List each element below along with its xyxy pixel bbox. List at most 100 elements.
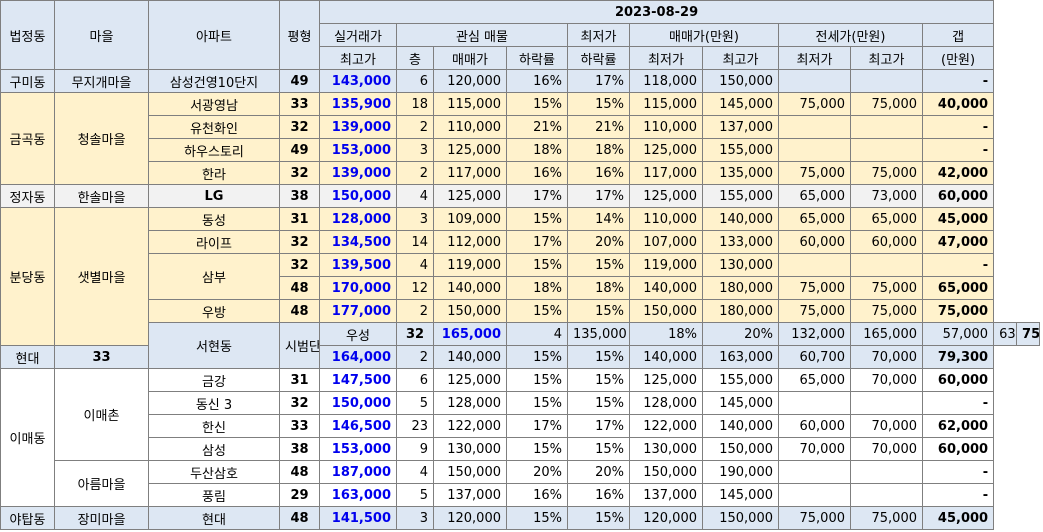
- header-sale-price: 매매가: [433, 46, 507, 70]
- cell-apt: 라이프: [148, 230, 280, 254]
- cell-pyeong: 49: [279, 69, 320, 93]
- cell-trade-high: 128,000: [319, 207, 397, 231]
- cell-sale-low: 125,000: [629, 184, 703, 208]
- cell-gap: -: [921, 138, 995, 162]
- cell-jeonse-high: [850, 69, 923, 93]
- cell-trade-high: 187,000: [319, 460, 397, 484]
- cell-drop-rate: 17%: [506, 230, 568, 254]
- cell-gap: 45,000: [921, 207, 995, 231]
- cell-pyeong: 33: [279, 414, 320, 438]
- header-jeonse-group: 전세가(만원): [778, 23, 923, 47]
- table-row: 한신 33 146,500 23 122,000 17% 17% 122,000 140,000…: [0, 414, 1040, 438]
- cell-trade-high: 143,000: [319, 69, 397, 93]
- cell-jeonse-high: [850, 483, 923, 507]
- cell-jeonse-high: 70,000: [850, 437, 923, 461]
- cell-jeonse-high: 75,000: [850, 506, 923, 530]
- cell-gap: -: [921, 115, 995, 139]
- cell-village: 샛별마을: [54, 207, 149, 346]
- cell-drop-rate: 15%: [506, 345, 568, 369]
- cell-jeonse-low: 75,000: [778, 92, 851, 116]
- cell-jeonse-high: 63,000: [993, 322, 1018, 346]
- cell-pyeong: 33: [279, 92, 320, 116]
- cell-sale-price: 122,000: [433, 414, 507, 438]
- cell-floor: 4: [506, 322, 568, 346]
- cell-floor: 5: [396, 483, 434, 507]
- cell-drop-rate: 18%: [506, 138, 568, 162]
- cell-floor: 2: [396, 161, 434, 185]
- cell-trade-high: 139,000: [319, 115, 397, 139]
- cell-sale-low: 119,000: [629, 253, 703, 277]
- table-row: 분당동 샛별마을 동성 31 128,000 3 109,000 15% 14% 110,000 1…: [0, 207, 1040, 346]
- cell-sale-high: 140,000: [702, 414, 779, 438]
- cell-sale-low: 110,000: [629, 207, 703, 231]
- cell-pyeong: 32: [396, 322, 434, 346]
- cell-pyeong: 33: [54, 345, 149, 369]
- table-row: 우방 48 177,000 2 150,000 15% 15% 150,000 180,000 7…: [0, 299, 1040, 323]
- cell-sale-high: 155,000: [702, 184, 779, 208]
- table-row: 금곡동 청솔마을 서광영남 33 135,900 18 115,000 15% 15% 115,0…: [0, 92, 1040, 185]
- cell-jeonse-high: 75,000: [850, 276, 923, 300]
- cell-pyeong: 32: [279, 161, 320, 185]
- cell-sale-high: 140,000: [702, 207, 779, 231]
- cell-jeonse-high: 75,000: [850, 161, 923, 185]
- cell-apt: 우방: [148, 299, 280, 323]
- header-sale-group: 매매가(만원): [629, 23, 779, 47]
- cell-pyeong: 32: [279, 115, 320, 139]
- cell-drop-rate: 21%: [506, 115, 568, 139]
- cell-min-drop-rate: 18%: [567, 138, 630, 162]
- cell-sale-high: 135,000: [702, 161, 779, 185]
- cell-sale-high: 190,000: [702, 460, 779, 484]
- cell-trade-high: 165,000: [433, 322, 507, 346]
- table-row: 야탑동 장미마을 현대 48 141,500 3 120,000 15% 15% 120,000 1…: [0, 506, 1040, 530]
- cell-floor: 3: [396, 138, 434, 162]
- cell-floor: 9: [396, 437, 434, 461]
- cell-village: 한솔마을: [54, 184, 149, 208]
- cell-jeonse-low: [778, 138, 851, 162]
- cell-jeonse-low: 65,000: [778, 207, 851, 231]
- cell-min-drop-rate: 20%: [567, 230, 630, 254]
- cell-sale-high: 180,000: [702, 276, 779, 300]
- cell-trade-high: 153,000: [319, 138, 397, 162]
- cell-trade-high: 146,500: [319, 414, 397, 438]
- cell-dong: 서현동: [148, 322, 280, 369]
- cell-drop-rate: 15%: [506, 391, 568, 415]
- header-interest: 관심 매물: [396, 23, 568, 47]
- table-row: 서현동시범단지우성32165,0004135,00018%20%132,0001…: [0, 322, 1040, 369]
- cell-sale-low: 140,000: [629, 276, 703, 300]
- header-min-bottom: 하락률: [567, 46, 630, 70]
- cell-sale-price: 140,000: [433, 345, 507, 369]
- cell-sale-high: 133,000: [702, 230, 779, 254]
- cell-sale-low: 125,000: [629, 368, 703, 392]
- cell-sale-price: 140,000: [433, 276, 507, 300]
- cell-gap: -: [921, 391, 995, 415]
- cell-jeonse-high: 75,000: [850, 92, 923, 116]
- header-min-top: 최저가: [567, 23, 630, 47]
- table-row: 이매동 이매촌 금강 31 147,500 6 125,000 15% 15% 125,000 15…: [0, 368, 1040, 507]
- cell-gap: -: [921, 460, 995, 484]
- cell-floor: 4: [396, 460, 434, 484]
- cell-jeonse-high: [850, 460, 923, 484]
- cell-sale-price: 110,000: [433, 115, 507, 139]
- cell-jeonse-high: [850, 115, 923, 139]
- cell-dong: 이매동: [0, 368, 55, 507]
- cell-sale-price: 109,000: [433, 207, 507, 231]
- cell-drop-rate: 15%: [506, 253, 568, 277]
- cell-floor: 4: [396, 253, 434, 277]
- cell-min-drop-rate: 17%: [567, 69, 630, 93]
- cell-jeonse-low: 75,000: [778, 506, 851, 530]
- cell-drop-rate: 18%: [506, 276, 568, 300]
- cell-drop-rate: 16%: [506, 161, 568, 185]
- cell-dong: 정자동: [0, 184, 55, 208]
- cell-dong: 야탑동: [0, 506, 55, 530]
- cell-sale-low: 137,000: [629, 483, 703, 507]
- cell-village: 시범단지: [279, 322, 320, 369]
- cell-apt: 동성: [148, 207, 280, 231]
- cell-floor: 2: [396, 345, 434, 369]
- cell-jeonse-high: 73,000: [850, 184, 923, 208]
- cell-trade-high: 153,000: [319, 437, 397, 461]
- table-row: 하우스토리 49 153,000 3 125,000 18% 18% 125,000 155,0…: [0, 138, 1040, 162]
- header-gap-top: 갭: [921, 23, 995, 47]
- cell-sale-high: 150,000: [702, 69, 779, 93]
- cell-drop-rate: 16%: [506, 483, 568, 507]
- table-row: 삼성 38 153,000 9 130,000 15% 15% 130,000 150,000 7…: [0, 437, 1040, 461]
